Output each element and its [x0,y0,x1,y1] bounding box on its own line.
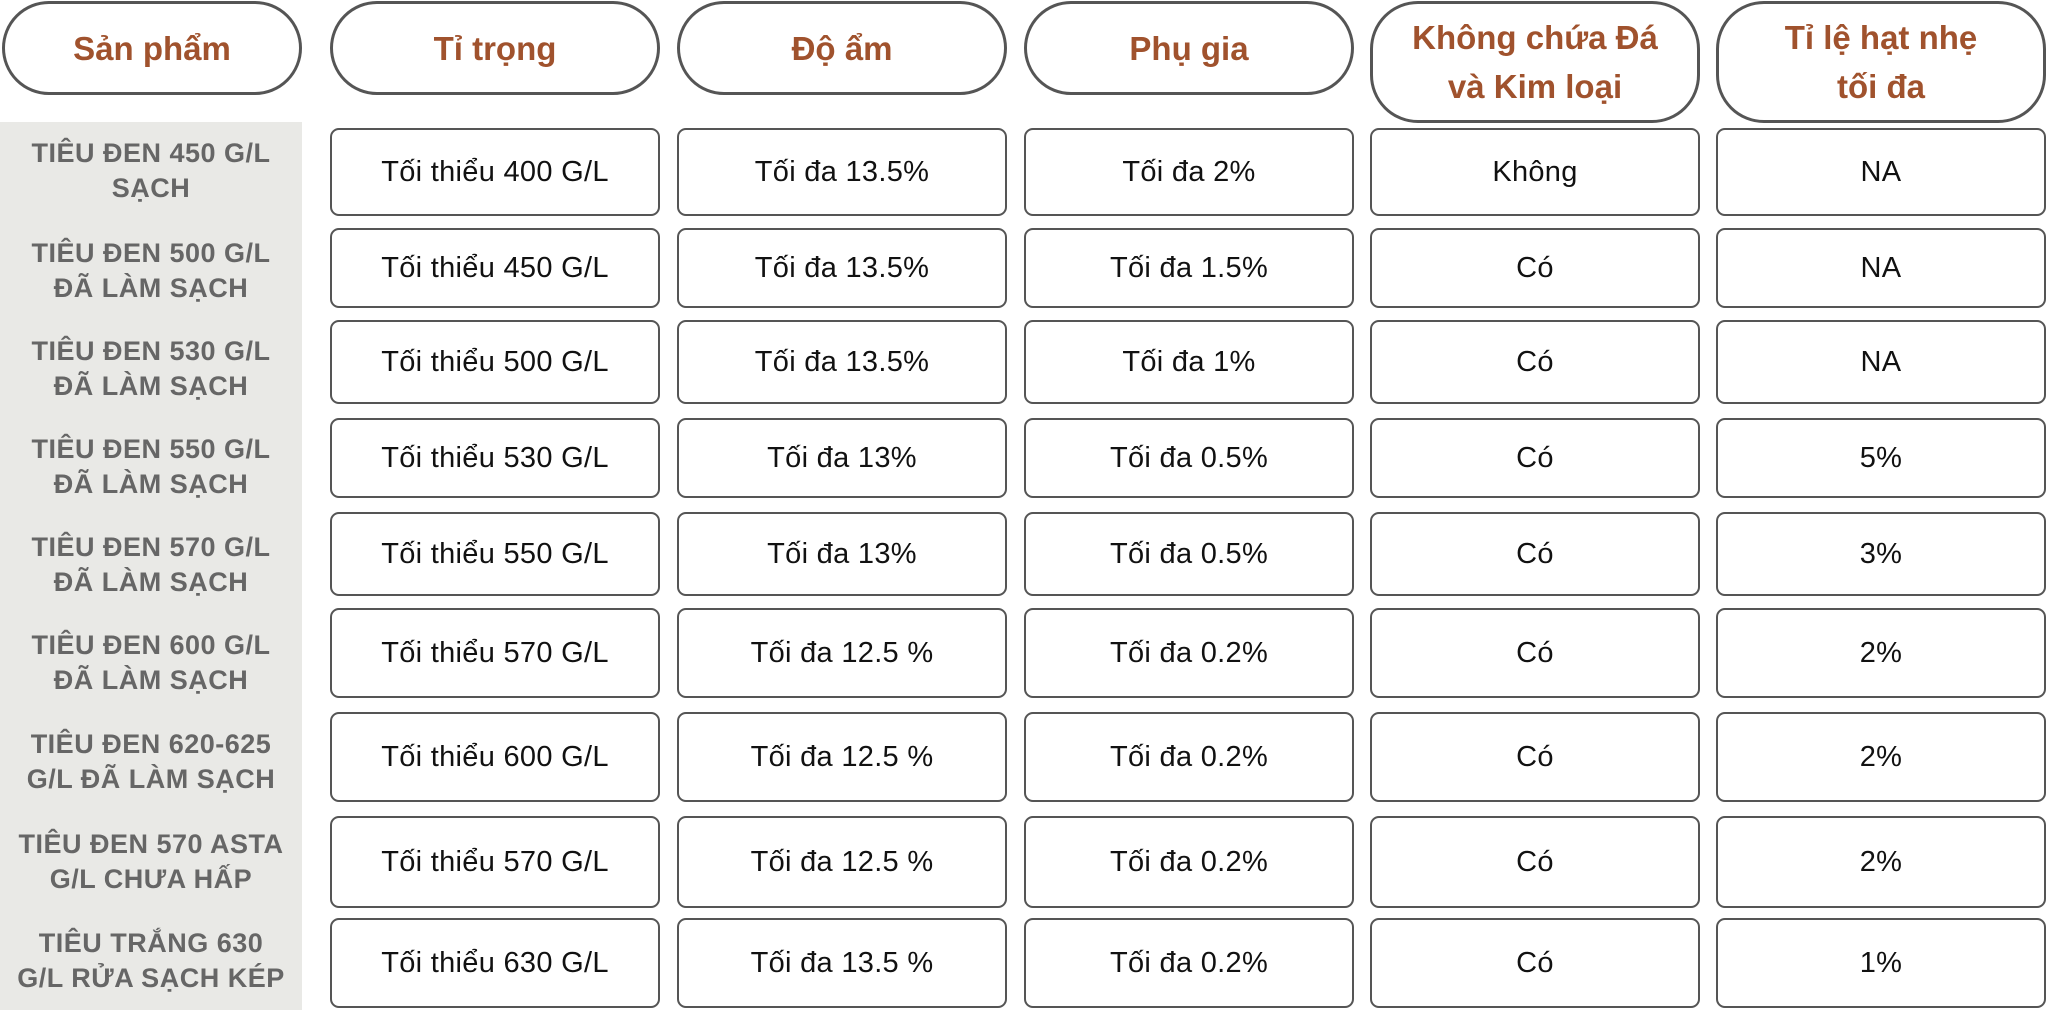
stone-metal-free-cell: Có [1370,816,1700,908]
moisture-cell: Tối đa 13.5% [677,320,1007,404]
product-label: TIÊU ĐEN 550 G/L ĐÃ LÀM SẠCH [31,434,271,499]
moisture-cell: Tối đa 12.5 % [677,712,1007,802]
light-grain-cell: 3% [1716,512,2046,596]
light-grain-cell: 2% [1716,712,2046,802]
moisture-cell: Tối đa 13% [677,418,1007,498]
product-label: TIÊU ĐEN 500 G/L ĐÃ LÀM SẠCH [31,238,271,303]
header-density: Tỉ trọng [330,1,660,95]
density-cell: Tối thiểu 500 G/L [330,320,660,404]
additive-cell: Tối đa 1% [1024,320,1354,404]
density-cell: Tối thiểu 550 G/L [330,512,660,596]
additive-cell: Tối đa 0.5% [1024,418,1354,498]
product-label: TIÊU ĐEN 600 G/L ĐÃ LÀM SẠCH [31,630,271,695]
header-stone-metal-free: Không chứa Đá và Kim loại [1370,1,1700,123]
density-cell: Tối thiểu 630 G/L [330,918,660,1008]
light-grain-cell: 5% [1716,418,2046,498]
light-grain-cell: 2% [1716,608,2046,698]
moisture-cell: Tối đa 12.5 % [677,816,1007,908]
header-light-grain: Tỉ lệ hạt nhẹ tối đa [1716,1,2046,123]
product-label: TIÊU TRẮNG 630 G/L RỬA SẠCH KÉP [17,928,285,993]
additive-cell: Tối đa 2% [1024,128,1354,216]
additive-cell: Tối đa 0.2% [1024,712,1354,802]
product-label: TIÊU ĐEN 570 ASTA G/L CHƯA HẤP [18,829,284,894]
product-label: TIÊU ĐEN 450 G/L SẠCH [31,138,271,203]
additive-cell: Tối đa 0.2% [1024,918,1354,1008]
density-cell: Tối thiểu 400 G/L [330,128,660,216]
header-moisture: Độ ẩm [677,1,1007,95]
density-cell: Tối thiểu 570 G/L [330,608,660,698]
density-cell: Tối thiểu 600 G/L [330,712,660,802]
stone-metal-free-cell: Có [1370,320,1700,404]
light-grain-cell: 2% [1716,816,2046,908]
product-label: TIÊU ĐEN 530 G/L ĐÃ LÀM SẠCH [31,336,271,401]
light-grain-cell: NA [1716,320,2046,404]
moisture-cell: Tối đa 13.5% [677,228,1007,308]
stone-metal-free-cell: Có [1370,418,1700,498]
moisture-cell: Tối đa 12.5 % [677,608,1007,698]
density-cell: Tối thiểu 570 G/L [330,816,660,908]
light-grain-cell: 1% [1716,918,2046,1008]
light-grain-cell: NA [1716,228,2046,308]
stone-metal-free-cell: Có [1370,608,1700,698]
moisture-cell: Tối đa 13% [677,512,1007,596]
light-grain-cell: NA [1716,128,2046,216]
moisture-cell: Tối đa 13.5% [677,128,1007,216]
header-product: Sản phẩm [2,1,302,95]
density-cell: Tối thiểu 450 G/L [330,228,660,308]
additive-cell: Tối đa 0.2% [1024,816,1354,908]
stone-metal-free-cell: Không [1370,128,1700,216]
stone-metal-free-cell: Có [1370,918,1700,1008]
additive-cell: Tối đa 1.5% [1024,228,1354,308]
density-cell: Tối thiểu 530 G/L [330,418,660,498]
stone-metal-free-cell: Có [1370,712,1700,802]
stone-metal-free-cell: Có [1370,512,1700,596]
product-label: TIÊU ĐEN 570 G/L ĐÃ LÀM SẠCH [31,532,271,597]
additive-cell: Tối đa 0.5% [1024,512,1354,596]
header-additive: Phụ gia [1024,1,1354,95]
product-label: TIÊU ĐEN 620-625 G/L ĐÃ LÀM SẠCH [26,729,276,794]
stone-metal-free-cell: Có [1370,228,1700,308]
moisture-cell: Tối đa 13.5 % [677,918,1007,1008]
product-column-background [0,122,302,1010]
additive-cell: Tối đa 0.2% [1024,608,1354,698]
